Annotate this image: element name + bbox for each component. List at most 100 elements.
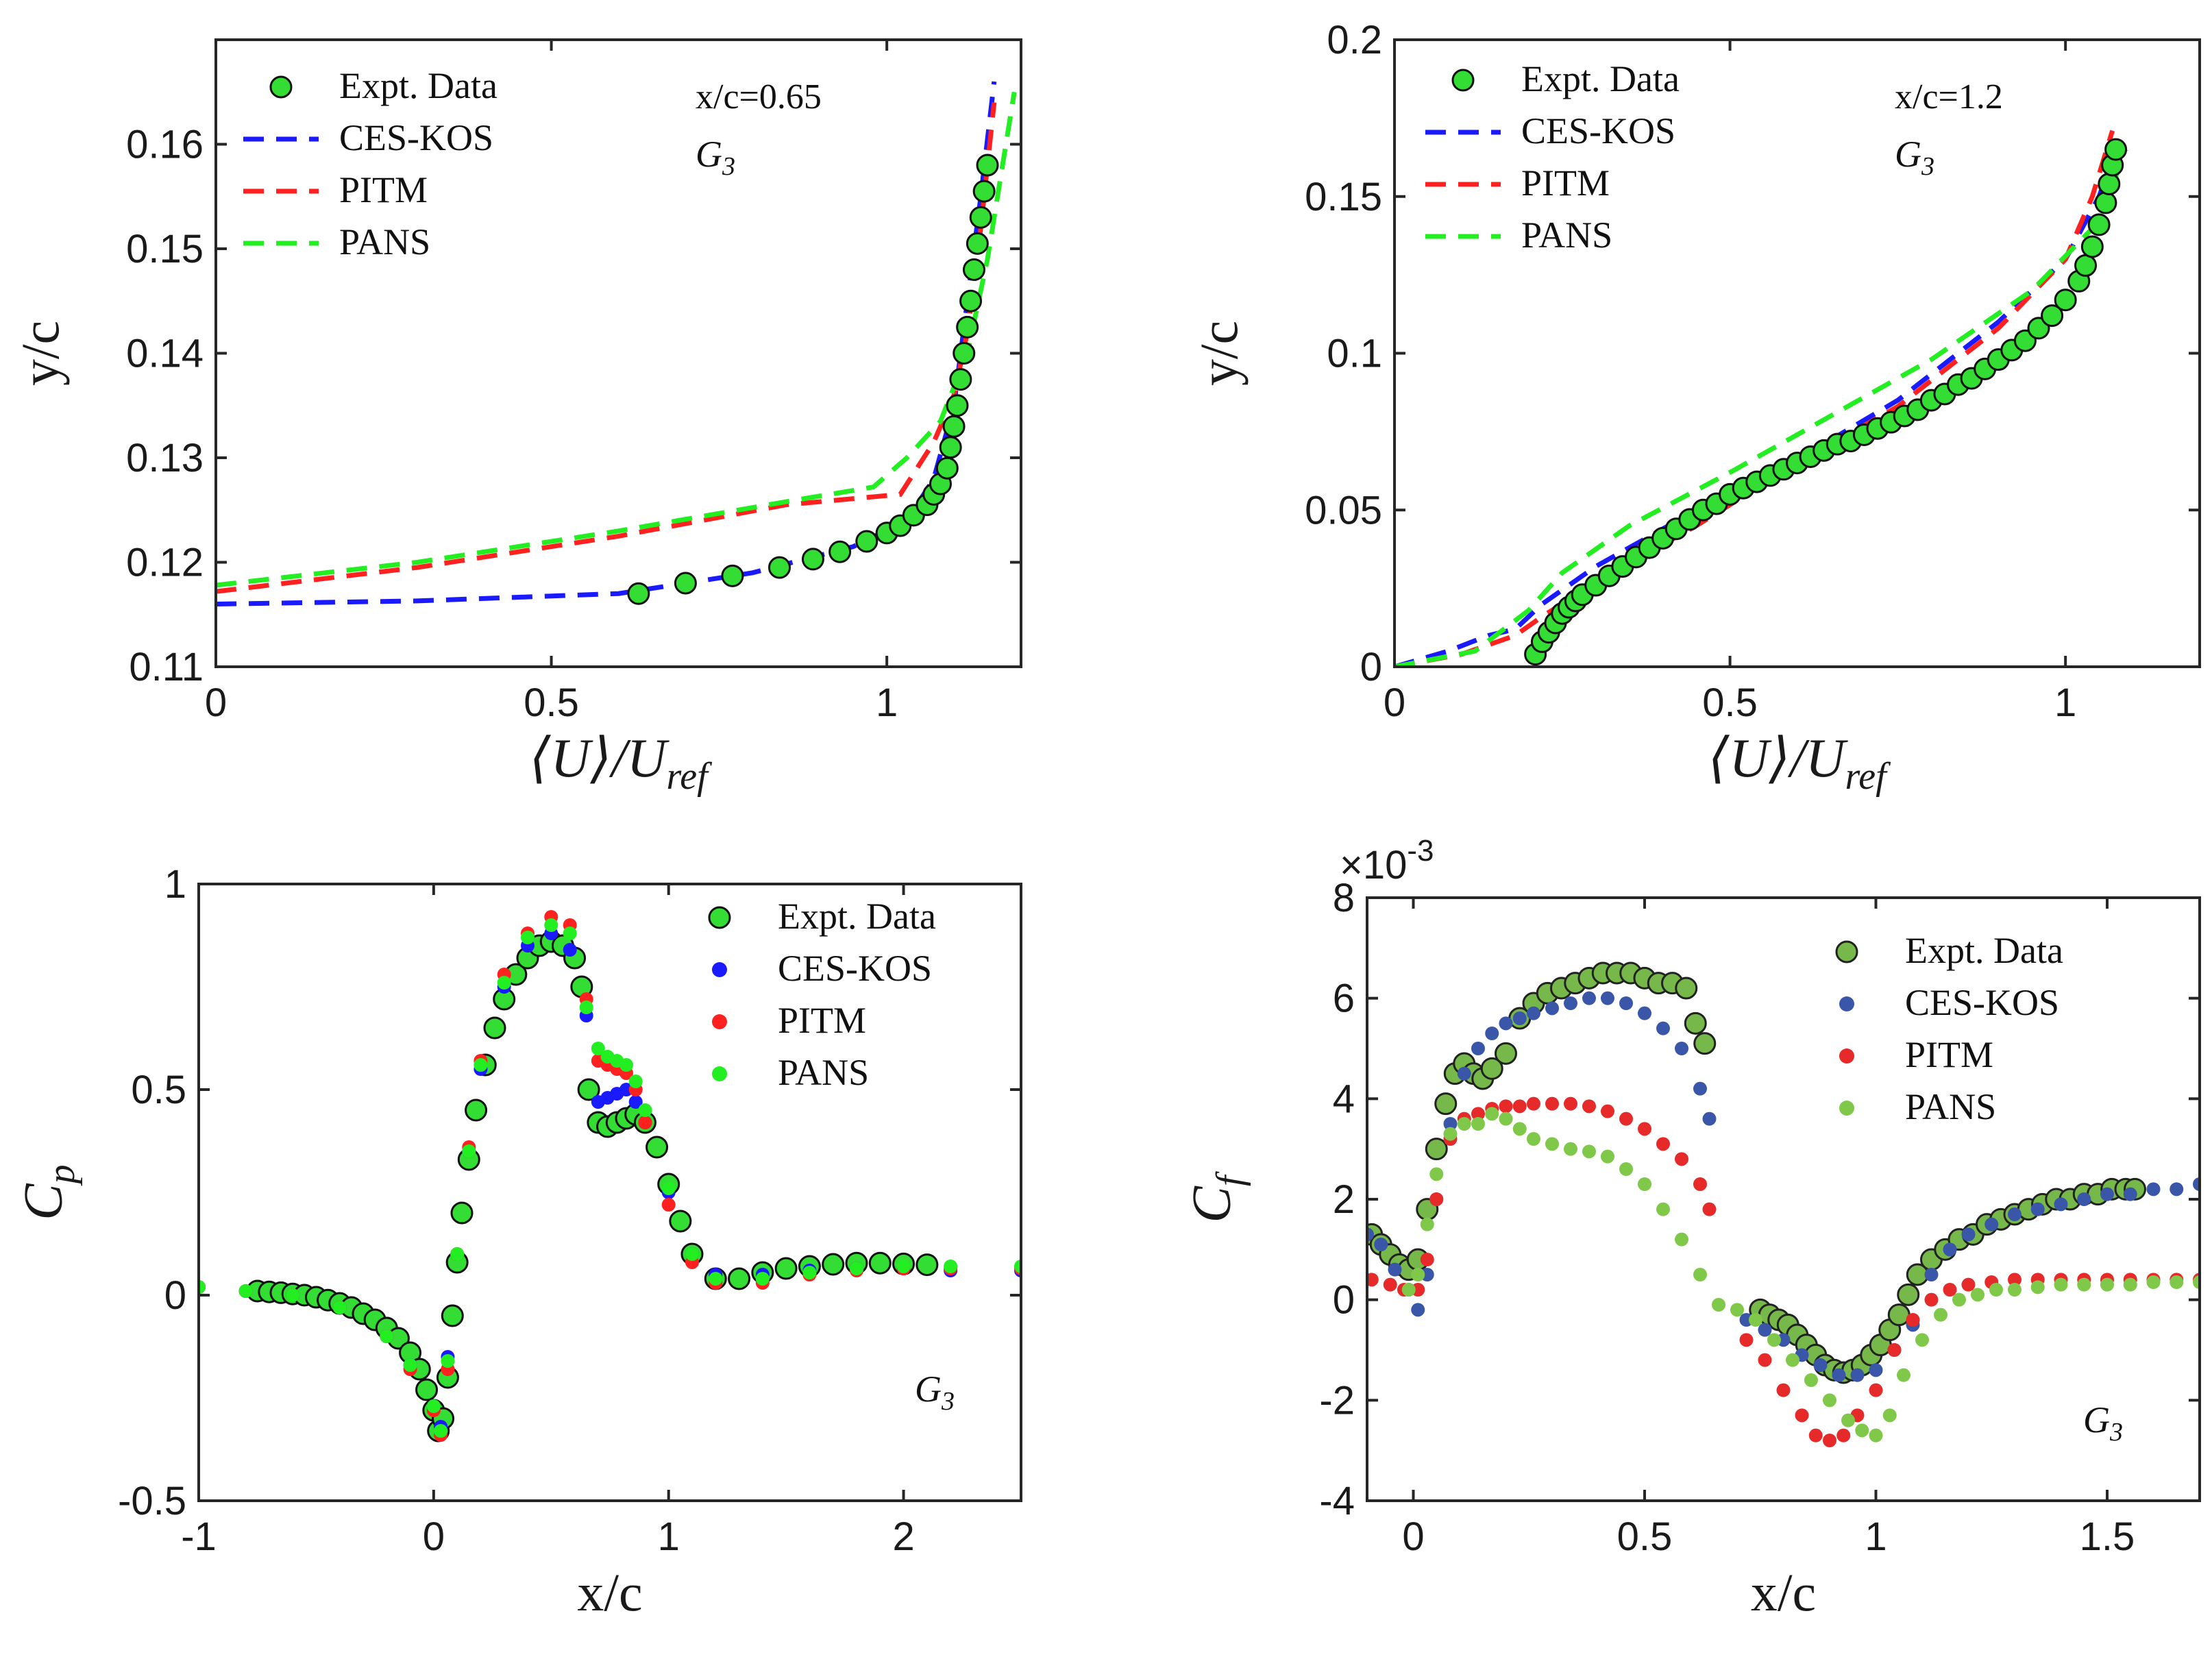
data-point (1480, 1057, 1503, 1080)
data-point (1712, 1298, 1725, 1312)
data-point (579, 1001, 593, 1014)
legend-marker (269, 75, 293, 99)
x-label-sub: ref (667, 755, 713, 798)
data-point (1906, 1313, 1920, 1327)
data-point (1813, 1358, 1828, 1372)
data-point (1601, 1104, 1614, 1118)
data-point (2008, 1283, 2021, 1297)
data-point (628, 1075, 643, 1088)
data-point (1841, 1413, 1855, 1427)
x-axis-label: x/c (1751, 1562, 1816, 1622)
data-point (1795, 1408, 1809, 1423)
data-point (976, 154, 999, 177)
y-label-sub: p (40, 1164, 83, 1186)
data-point (1429, 1167, 1444, 1181)
data-point (661, 1181, 676, 1195)
y-tick-label: 6 (1333, 977, 1355, 1021)
legend-label-ces: CES-KOS (1905, 982, 2059, 1023)
y-label-part: C (14, 1183, 74, 1220)
legend-label-expt: Expt. Data (339, 65, 497, 106)
series-ces-kos (199, 926, 1021, 1434)
data-point (896, 1260, 911, 1273)
legend-label-pitm: PITM (1521, 162, 1610, 204)
data-point (1693, 1177, 1707, 1191)
data-point (2077, 1192, 2091, 1206)
data-point (1545, 1096, 1559, 1111)
legend-label-pans: PANS (778, 1052, 869, 1093)
data-point (1675, 1152, 1688, 1166)
data-point (1702, 1112, 1717, 1126)
data-point (1619, 1162, 1633, 1176)
legend-label-pans: PANS (1521, 214, 1612, 256)
annotation-location: x/c=1.2 (1895, 77, 2003, 116)
data-point (619, 1083, 633, 1096)
data-point (2170, 1182, 2184, 1196)
x-tick-label: 1 (1865, 1514, 1887, 1559)
legend-label-ces: CES-KOS (1521, 110, 1675, 151)
data-point (669, 1210, 692, 1233)
data-point (1512, 1122, 1527, 1136)
data-point (1869, 1363, 1883, 1377)
data-point (1367, 1227, 1374, 1242)
data-point (2074, 254, 2098, 277)
data-point (1443, 1127, 1458, 1141)
series-expt-data (246, 930, 939, 1443)
data-point (1420, 1217, 1434, 1231)
data-point (1582, 991, 1596, 1005)
data-point (944, 1260, 958, 1273)
data-point (1411, 1268, 1425, 1281)
axes-frame (1393, 38, 2201, 668)
exponent-base: ×10 (1340, 843, 1407, 887)
y-label-sub: f (1209, 1170, 1251, 1186)
data-point (801, 548, 824, 571)
annotation-grid: G3 (1895, 134, 1934, 181)
data-point (1758, 1323, 1772, 1337)
data-point (591, 1042, 605, 1055)
x-tick-label: 1 (658, 1514, 680, 1559)
y-tick-label: 0.14 (126, 332, 204, 376)
data-point (638, 1116, 652, 1129)
data-point (1471, 1107, 1485, 1121)
legend-label-pitm: PITM (778, 1000, 866, 1041)
data-point (441, 1304, 464, 1327)
data-point (1564, 996, 1577, 1010)
y-tick-label: 0.11 (129, 645, 204, 689)
grid-sub: 3 (941, 1387, 955, 1416)
x-axis-label: x/c (577, 1562, 642, 1622)
data-point (1897, 1283, 1920, 1306)
data-point (1693, 1032, 1717, 1055)
legend-marker (708, 906, 731, 929)
series-ces-kos (1394, 142, 2122, 667)
data-point (332, 1301, 347, 1314)
y-tick-label: 0.05 (1305, 488, 1382, 532)
x-tick-label: 2 (892, 1514, 914, 1559)
data-point (1943, 1283, 1957, 1297)
data-point (1411, 1303, 1425, 1317)
data-point (646, 1136, 669, 1159)
data-point (1638, 1177, 1651, 1191)
grid-base: G (696, 134, 722, 175)
series-pans (216, 91, 1017, 588)
plot-area (199, 910, 1021, 1443)
grid-sub: 3 (1921, 152, 1934, 181)
data-point (2077, 1277, 2091, 1292)
series-ces-kos (216, 81, 997, 606)
data-point (544, 918, 558, 932)
data-point (1804, 1373, 1818, 1387)
data-point (2008, 1207, 2021, 1221)
data-point (1638, 1122, 1651, 1136)
y-tick-label: 0.13 (126, 436, 204, 480)
data-point (1499, 1099, 1513, 1114)
data-point (768, 556, 791, 579)
data-point (942, 415, 966, 438)
series-pans (199, 918, 1021, 1438)
data-point (1388, 1262, 1402, 1277)
y-tick-label: 0 (1360, 645, 1382, 689)
plot-area (1394, 130, 2128, 667)
legend-label-expt: Expt. Data (778, 896, 936, 937)
data-point (953, 342, 976, 365)
data-point (1808, 1428, 1823, 1443)
data-point (1638, 1006, 1651, 1020)
x-label-sub: ref (1845, 755, 1892, 798)
data-point (774, 1257, 798, 1280)
